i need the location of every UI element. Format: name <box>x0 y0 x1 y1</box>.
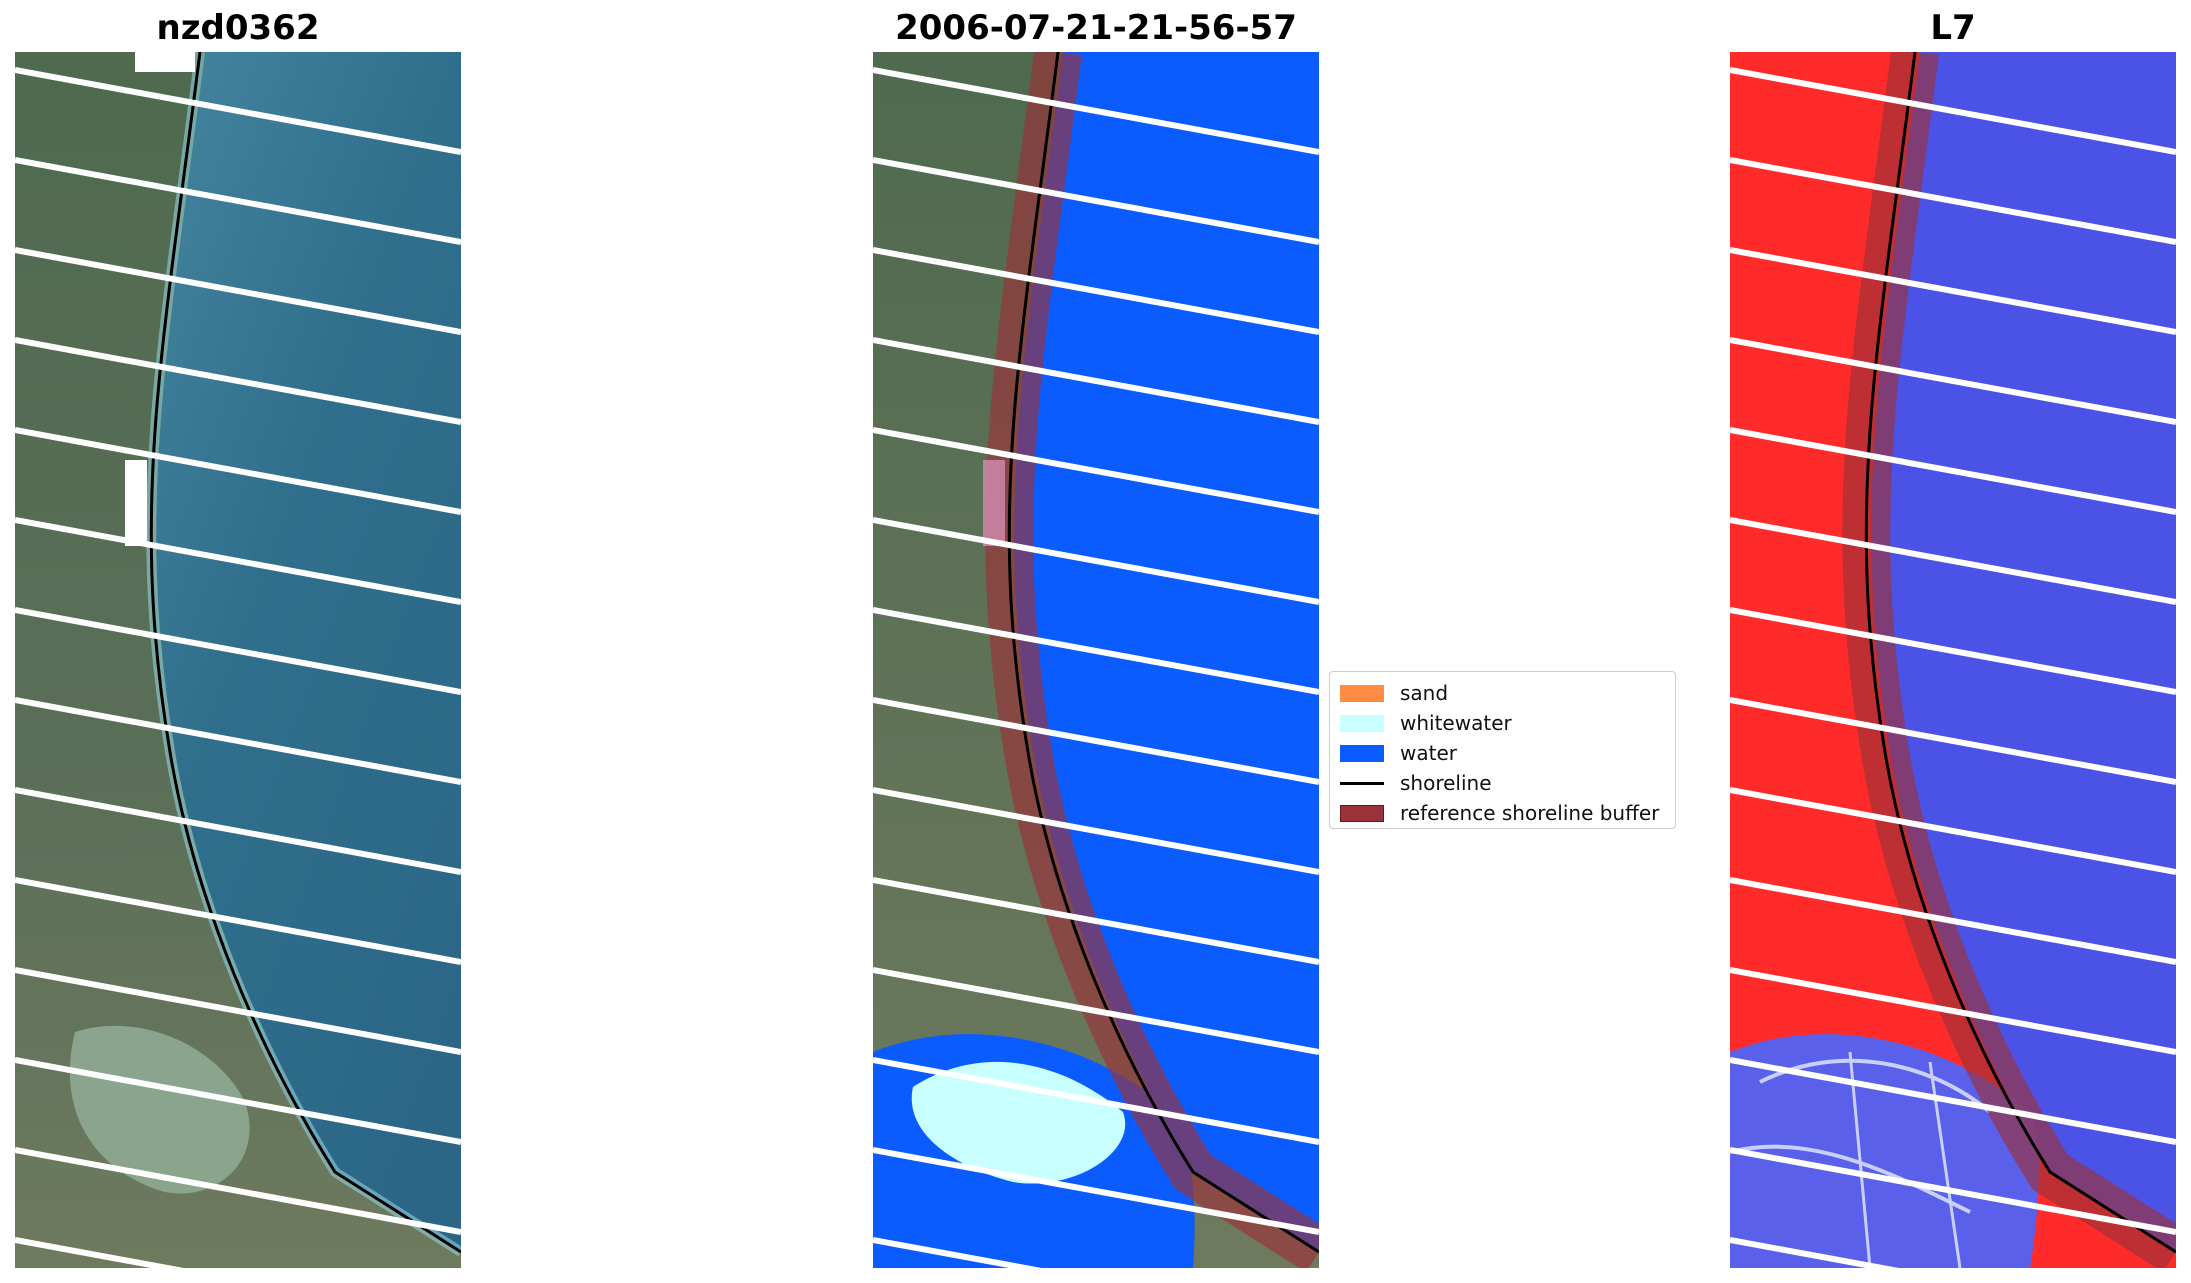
legend-label: water <box>1400 741 1457 765</box>
legend-label: whitewater <box>1400 711 1512 735</box>
scan-gaps <box>15 67 461 1268</box>
legend-line <box>1340 781 1384 785</box>
legend-swatch <box>1340 744 1384 762</box>
classified-image-panel <box>873 52 1319 1268</box>
legend-item-sand: sand <box>1340 678 1665 708</box>
legend-item-reference-shoreline-buffer: reference shoreline buffer <box>1340 798 1665 828</box>
rgb-image-panel <box>15 52 461 1268</box>
legend: sand whitewater water shoreline referenc… <box>1329 671 1676 829</box>
legend-swatch <box>1340 714 1384 732</box>
legend-label: shoreline <box>1400 771 1492 795</box>
panel-title-index: L7 <box>1930 8 1976 48</box>
legend-label: sand <box>1400 681 1449 705</box>
panel-title-classified: 2006-07-21-21-56-57 <box>895 8 1297 48</box>
index-image-panel <box>1730 52 2176 1268</box>
legend-item-shoreline: shoreline <box>1340 768 1665 798</box>
legend-label: reference shoreline buffer <box>1400 801 1660 825</box>
land-area <box>15 52 461 1268</box>
legend-item-water: water <box>1340 738 1665 768</box>
legend-item-whitewater: whitewater <box>1340 708 1665 738</box>
legend-swatch <box>1340 684 1384 702</box>
shoreline <box>149 52 461 1254</box>
legend-swatch <box>1340 804 1384 822</box>
panel-title-rgb: nzd0362 <box>156 8 320 48</box>
